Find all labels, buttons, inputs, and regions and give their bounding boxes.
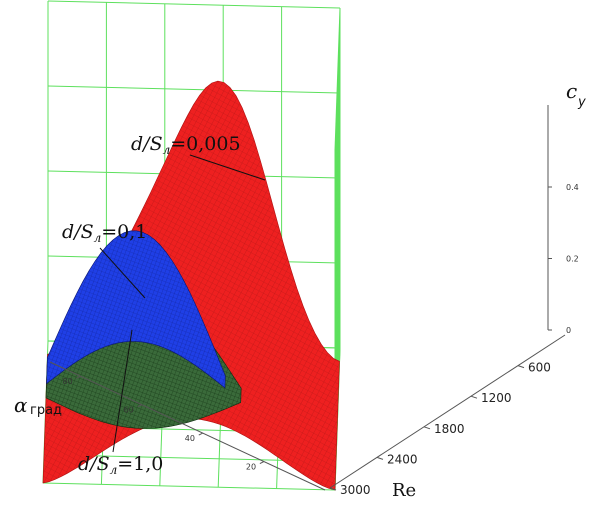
re-axis-title: Re: [392, 480, 416, 501]
alpha-tick-mark: [198, 432, 204, 436]
z-tick-label: 0.2: [566, 255, 579, 264]
alpha-tick-mark: [137, 404, 142, 408]
surface-0-1: [46, 230, 226, 389]
re-tick-label: 1800: [434, 422, 465, 436]
annotations: d/Sл=0,005 d/Sл=0,1 d/Sл=1,0: [62, 133, 266, 477]
alpha-tick-mark: [76, 375, 81, 379]
surfaces: [42, 80, 340, 491]
alpha-axis-title: α: [14, 393, 28, 417]
annotation-leader: [112, 329, 133, 453]
re-tick-label: 1200: [481, 391, 512, 405]
annotation-leader: [99, 247, 146, 299]
alpha-axis-line: [49, 361, 326, 491]
alpha-axis-title-sub: град: [30, 403, 62, 418]
alpha-tick-label: 60: [124, 406, 134, 415]
annotation-label: d/Sл=1,0: [78, 453, 163, 477]
z-tick-label: 0.4: [566, 183, 579, 192]
annotation-label: d/Sл=0,005: [131, 133, 241, 157]
alpha-tick-mark: [259, 461, 265, 465]
grid-line: [334, 7, 341, 151]
re-axis-line: [329, 334, 566, 489]
axes: 0 0.2 0.4 c y 600 1200 1800 2400 3000 Re 80 60 40 20 α г…: [14, 79, 586, 501]
alpha-tick-label: 20: [246, 463, 256, 472]
grid-line: [47, 0, 341, 9]
alpha-tick-label: 40: [185, 434, 195, 443]
re-tick-label: 600: [528, 361, 551, 375]
grid-line: [47, 85, 341, 94]
re-tick-label: 2400: [387, 452, 418, 466]
z-axis-title: c: [566, 79, 577, 103]
re-tick-mark: [329, 487, 337, 491]
z-tick-label: 0: [566, 326, 571, 335]
re-tick-mark: [376, 456, 384, 460]
z-axis-title-sub: y: [577, 95, 586, 110]
re-tick-label: 3000: [340, 483, 371, 497]
re-tick-mark: [423, 426, 431, 430]
re-tick-mark: [517, 365, 525, 369]
annotation-label: d/Sл=0,1: [62, 221, 147, 245]
re-tick-mark: [470, 395, 478, 399]
alpha-tick-label: 80: [63, 377, 73, 386]
annotation-leader: [189, 154, 266, 181]
grid-line: [334, 92, 341, 236]
grid-line: [334, 177, 341, 321]
grid-line: [42, 482, 336, 491]
